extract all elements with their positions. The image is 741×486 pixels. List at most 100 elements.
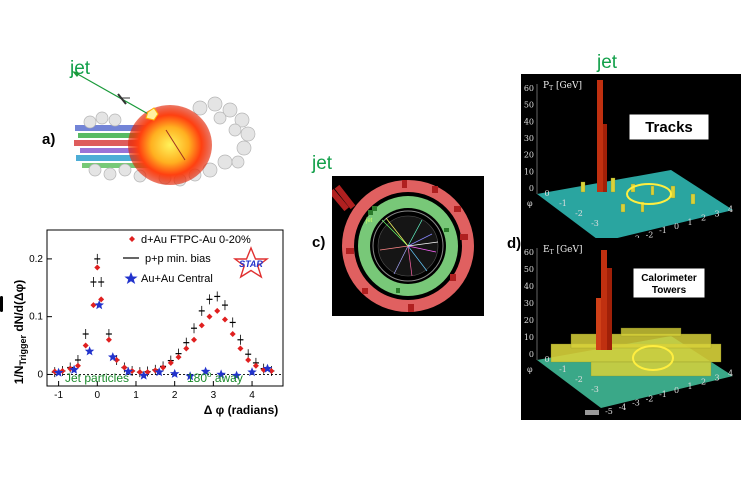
panel-c-jet-label: jet [312,153,333,174]
plot-frame [46,229,284,387]
lego-x-tick-label: 1 [687,382,692,391]
calorimeter-away-side-ellipse [632,345,674,371]
lego-x-tick-label: -5 [605,407,613,416]
tracks-away-side-ellipse [626,183,672,205]
dau-point [268,367,275,374]
dau-point [206,313,213,320]
lego-x-tick-label: -2 [646,394,654,403]
tracks-side-ticks: 0 -1 -2 -3 [544,189,598,228]
note-180-away: 180o away [187,370,243,385]
auau-point [262,363,273,373]
lego-x-tick-label: -1 [659,226,667,235]
calorimeter-jet-spike [601,250,607,350]
dau-point [175,354,182,361]
panel-d-label: d) [507,235,522,252]
dau-point [191,336,198,343]
dau-point [221,316,228,323]
lego-x-tick-label: 3 [714,209,719,218]
auau-point [84,346,95,356]
lego-x-tick-label: 0 [674,386,679,395]
lego-x-tick-label: -2 [646,230,654,239]
lego-y-tick-label: 20 [524,151,534,160]
hadron-spray-icon [117,93,130,105]
x-tick-label: 3 [211,390,217,401]
panel-d-jet-label: jet [597,52,618,73]
lego-side-tick-label: 0 [544,355,549,364]
svg-text:STAR: STAR [239,259,263,269]
dau-point [105,336,112,343]
lego-y-tick-label: 30 [524,134,534,143]
legend-auau-marker [124,272,138,284]
tracks-jet-spike [597,80,603,192]
x-tick-label: 0 [95,390,101,401]
auau-point [247,367,257,377]
heavy-ion-collision-illustration [72,71,256,187]
lego-x-tick-label: 2 [701,378,706,387]
lego-y-tick-label: 0 [529,350,534,359]
tracks-label: Tracks [645,119,693,136]
dau-point [229,331,236,337]
lego-y-tick-label: 10 [524,167,534,176]
hard-scatter-burst-icon [145,107,159,121]
dau-point [183,345,190,352]
lego-x-tick-label: 0 [674,222,679,231]
auau-series [53,300,273,381]
y-tick-label: 0 [37,369,43,380]
x-tick-label: 4 [249,390,255,401]
auau-point [139,370,149,380]
lego-side-tick-label: -1 [559,199,567,208]
lego-side-tick-label: -2 [575,209,583,218]
tracks-label-box [628,113,710,141]
event-display: jet [332,176,484,316]
lego-y-tick-label: 40 [524,117,534,126]
tracks-y-ticks: 60 50 40 30 20 10 0 [524,84,534,193]
dau-point [136,369,143,376]
auau-point [216,369,226,379]
lego-y-tick-label: 60 [524,248,534,257]
dau-point [198,322,205,329]
em-towers [368,206,449,293]
calorimeter-towers [332,180,468,312]
y-tick-label: 0.1 [29,312,43,323]
auau-point [154,367,164,377]
jet-cluster-label: jet [365,218,373,224]
dau-point [237,345,244,352]
lego-side-tick-label: -3 [591,385,599,394]
lego-y-tick-label: 30 [524,299,534,308]
dau-point [252,362,259,369]
auau-point [123,366,133,376]
lego-side-tick-label: 0 [544,189,549,198]
panel-c-label: c) [312,234,326,251]
x-tick-label: 1 [133,390,139,401]
spectator-nucleons [83,96,256,187]
y-axis-ticks: 0 0.1 0.2 [29,254,52,380]
y-tick-label: 0.2 [29,254,43,265]
lego-y-tick-label: 20 [524,316,534,325]
calorimeter-label-box [632,267,706,299]
x-axis-title: Δ φ (radians) [204,403,279,417]
calorimeter-y-title: ET [GeV] [543,245,583,256]
legend-dau-marker [129,236,135,242]
x-axis-ticks: -1 0 1 2 3 4 [54,381,255,401]
dau-point [94,264,101,271]
x-tick-label: 2 [172,390,178,401]
lego-y-tick-label: 50 [524,101,534,110]
legend: d+Au FTPC-Au 0-20% p+p min. bias Au+Au C… [123,234,251,285]
auau-point [108,352,118,362]
jet-arrow-icon [72,71,80,77]
dau-point [245,357,252,363]
x-tick-label: -1 [54,390,63,401]
auau-point [94,300,104,310]
dau-point [129,367,136,374]
auau-point [169,368,180,378]
auau-point [53,367,64,377]
lego-side-tick-label: -3 [591,219,599,228]
dau-point [167,359,174,366]
auau-point [231,370,242,380]
calorimeter-label-line2: Towers [652,285,687,296]
particle-streaks [74,125,156,168]
auau-point [200,366,211,376]
dau-point [74,362,81,369]
correlation-chart: 1/NTrigger dN/d(Δφ) -1 0 1 2 3 4 0 0.1 0.2 d+Au… [12,229,284,417]
